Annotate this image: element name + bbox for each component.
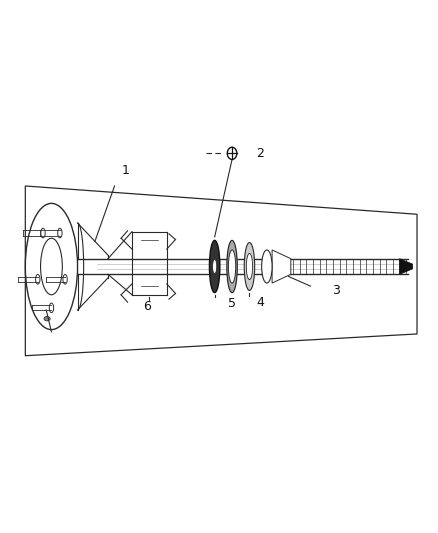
Ellipse shape	[58, 228, 62, 238]
Text: 1: 1	[121, 164, 129, 177]
Ellipse shape	[41, 238, 62, 295]
Ellipse shape	[227, 240, 237, 293]
Ellipse shape	[63, 274, 67, 284]
Ellipse shape	[25, 204, 78, 329]
Ellipse shape	[212, 260, 217, 273]
Polygon shape	[399, 259, 413, 274]
Ellipse shape	[227, 147, 237, 159]
Text: 2: 2	[256, 147, 264, 160]
Text: 7: 7	[40, 310, 48, 323]
Ellipse shape	[41, 228, 45, 238]
Polygon shape	[272, 250, 291, 283]
Ellipse shape	[261, 250, 272, 283]
Ellipse shape	[49, 303, 53, 313]
Text: 6: 6	[143, 300, 151, 313]
Ellipse shape	[244, 243, 254, 290]
Ellipse shape	[209, 240, 220, 293]
Text: 4: 4	[256, 296, 264, 309]
Text: 5: 5	[228, 297, 236, 310]
Ellipse shape	[44, 317, 50, 321]
Ellipse shape	[246, 254, 253, 279]
Ellipse shape	[228, 250, 236, 283]
Ellipse shape	[35, 274, 40, 284]
Text: 3: 3	[332, 284, 340, 297]
